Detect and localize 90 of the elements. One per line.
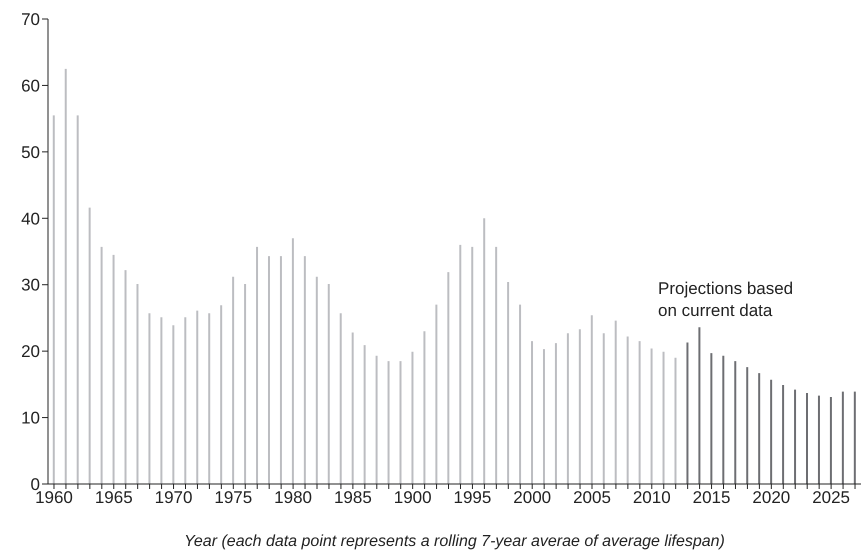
bar	[411, 352, 414, 484]
bar	[483, 218, 486, 484]
bar	[136, 284, 138, 484]
y-tick-label: 20	[21, 342, 40, 362]
bar	[328, 284, 330, 484]
bar	[650, 348, 653, 484]
x-axis-title: Year (each data point represents a rolling 7-year averae of average lifespan)	[184, 533, 725, 550]
bar	[232, 276, 234, 484]
x-tick-label: 1970	[154, 488, 192, 508]
bar	[160, 317, 162, 484]
bar	[471, 246, 474, 484]
bar	[172, 325, 174, 484]
x-tick-label: 2010	[632, 488, 671, 508]
bar	[507, 282, 510, 484]
bar	[280, 256, 282, 484]
bar	[626, 336, 629, 484]
bar	[794, 390, 796, 484]
x-tick-label: 1900	[394, 488, 432, 508]
bar	[614, 320, 617, 484]
bar	[710, 353, 712, 484]
bar	[364, 345, 366, 484]
bar	[806, 392, 808, 484]
bar	[566, 333, 569, 484]
bar	[304, 256, 306, 484]
bar	[854, 392, 856, 484]
bar	[340, 313, 342, 484]
bar	[388, 361, 390, 484]
x-tick-label: 1995	[454, 488, 492, 508]
bar	[52, 115, 55, 484]
y-tick-label: 60	[21, 76, 40, 96]
bar	[76, 115, 79, 484]
bar	[352, 332, 354, 484]
bar	[112, 254, 115, 484]
x-tick-label: 1975	[214, 488, 252, 508]
bar	[638, 341, 641, 484]
bar	[746, 367, 748, 484]
y-tick-label: 30	[21, 276, 40, 295]
y-tick-label: 40	[21, 209, 40, 228]
bar	[196, 310, 198, 484]
x-tick-label: 1965	[94, 488, 133, 508]
y-tick-label: 70	[21, 10, 40, 30]
bar	[542, 349, 545, 484]
bar	[435, 304, 438, 484]
bar	[100, 246, 103, 484]
bar	[124, 270, 127, 484]
x-tick-label: 2020	[752, 488, 790, 508]
bar	[64, 68, 67, 484]
bar	[590, 315, 593, 484]
bar	[698, 327, 700, 484]
bar	[734, 361, 736, 484]
bar	[662, 352, 665, 484]
bar	[782, 385, 784, 484]
x-tick-label: 2005	[573, 488, 611, 508]
bar	[268, 256, 270, 484]
x-tick-label: 2025	[812, 488, 850, 508]
bar	[818, 396, 820, 484]
x-tick-label: 1985	[334, 488, 372, 508]
bar	[674, 358, 676, 484]
bar	[602, 333, 605, 484]
y-tick-label: 10	[21, 408, 40, 428]
bar	[770, 380, 772, 484]
bar	[316, 276, 318, 484]
bar	[459, 244, 462, 484]
x-tick-label: 2015	[692, 488, 730, 508]
bar	[519, 304, 522, 484]
bar	[578, 329, 581, 484]
bar	[554, 343, 557, 484]
bar	[686, 342, 688, 484]
bar	[447, 272, 450, 484]
bar	[842, 392, 844, 484]
bar	[292, 238, 294, 484]
x-tick-label: 2000	[513, 488, 552, 508]
bar	[148, 313, 150, 484]
y-tick-label: 50	[21, 142, 40, 162]
bar	[830, 396, 832, 484]
bar	[244, 284, 246, 484]
bar	[400, 361, 402, 484]
bar	[758, 373, 760, 484]
bar	[220, 305, 222, 484]
bar	[184, 317, 186, 484]
bar	[376, 356, 378, 484]
bar	[495, 246, 498, 484]
bar	[256, 246, 258, 484]
bar	[722, 356, 724, 484]
bar	[531, 341, 534, 484]
bar	[208, 313, 210, 484]
bar	[88, 208, 91, 484]
annotation: Projections based on current data	[658, 278, 794, 322]
bar	[423, 331, 426, 484]
x-tick-label: 1980	[274, 488, 312, 508]
